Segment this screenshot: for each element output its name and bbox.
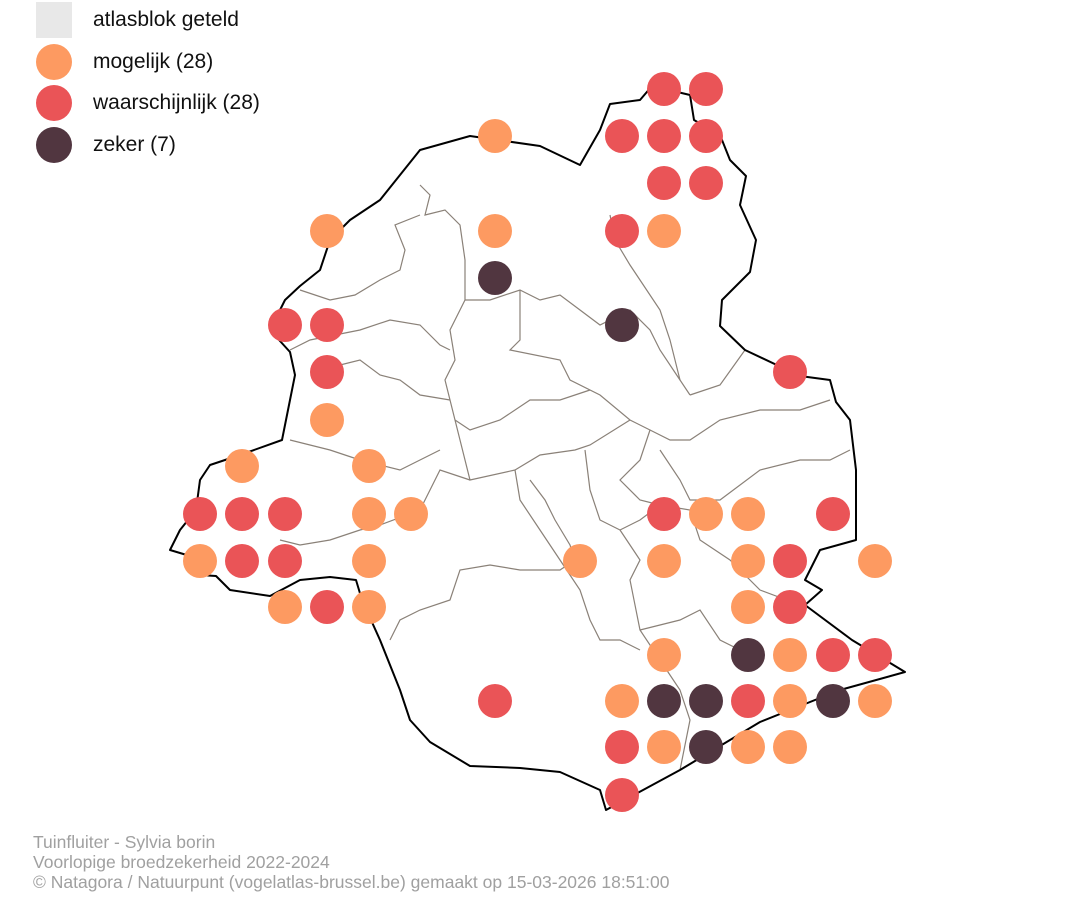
dot-mogelijk — [858, 684, 892, 718]
map-subtitle: Voorlopige broedzekerheid 2022-2024 — [33, 852, 330, 872]
brussels-region-outline — [169, 85, 906, 811]
dot-mogelijk — [478, 214, 512, 248]
dot-waarschijnlijk — [689, 166, 723, 200]
dot-waarschijnlijk — [816, 638, 850, 672]
dot-mogelijk — [731, 730, 765, 764]
dot-zeker — [689, 684, 723, 718]
dot-waarschijnlijk — [773, 544, 807, 578]
dot-waarschijnlijk — [268, 308, 302, 342]
dot-waarschijnlijk — [605, 730, 639, 764]
dot-waarschijnlijk — [731, 684, 765, 718]
dot-waarschijnlijk — [689, 119, 723, 153]
map-caption: Tuinfluiter - Sylvia borin Voorlopige br… — [33, 832, 669, 892]
dot-zeker — [731, 638, 765, 672]
dot-mogelijk — [605, 684, 639, 718]
dot-mogelijk — [268, 590, 302, 624]
dot-waarschijnlijk — [605, 119, 639, 153]
red-circle-icon — [36, 85, 72, 121]
dot-mogelijk — [773, 730, 807, 764]
dot-mogelijk — [394, 497, 428, 531]
dot-waarschijnlijk — [225, 544, 259, 578]
legend-item-waarschijnlijk: waarschijnlijk (28) — [36, 83, 260, 123]
dot-waarschijnlijk — [647, 497, 681, 531]
legend-item-zeker: zeker (7) — [36, 125, 176, 165]
credit-line: © Natagora / Natuurpunt (vogelatlas-brus… — [33, 872, 670, 892]
dot-waarschijnlijk — [268, 497, 302, 531]
dot-mogelijk — [310, 214, 344, 248]
dot-waarschijnlijk — [310, 355, 344, 389]
dot-mogelijk — [310, 403, 344, 437]
dot-mogelijk — [352, 544, 386, 578]
dots-mogelijk — [183, 119, 892, 764]
dot-mogelijk — [689, 497, 723, 531]
dot-mogelijk — [563, 544, 597, 578]
dot-mogelijk — [858, 544, 892, 578]
dot-mogelijk — [352, 497, 386, 531]
dot-zeker — [816, 684, 850, 718]
dot-mogelijk — [352, 449, 386, 483]
dark-circle-icon — [36, 127, 72, 163]
dot-mogelijk — [731, 590, 765, 624]
dot-mogelijk — [647, 638, 681, 672]
dots-waarschijnlijk — [183, 72, 892, 812]
dot-waarschijnlijk — [310, 590, 344, 624]
dot-waarschijnlijk — [225, 497, 259, 531]
dot-waarschijnlijk — [816, 497, 850, 531]
dot-mogelijk — [773, 684, 807, 718]
dot-waarschijnlijk — [183, 497, 217, 531]
dot-waarschijnlijk — [605, 214, 639, 248]
legend-label: zeker (7) — [93, 133, 176, 156]
legend-item-geteld: atlasblok geteld — [36, 0, 239, 40]
dot-waarschijnlijk — [689, 72, 723, 106]
dot-mogelijk — [478, 119, 512, 153]
dot-mogelijk — [731, 497, 765, 531]
dot-waarschijnlijk — [647, 72, 681, 106]
dot-mogelijk — [773, 638, 807, 672]
dots-zeker — [478, 261, 850, 764]
dot-zeker — [689, 730, 723, 764]
dot-waarschijnlijk — [773, 590, 807, 624]
gray-square-icon — [36, 2, 72, 38]
legend-label: waarschijnlijk (28) — [93, 91, 260, 114]
species-name: Tuinfluiter - Sylvia borin — [33, 832, 216, 852]
dot-waarschijnlijk — [310, 308, 344, 342]
legend-label: atlasblok geteld — [93, 8, 239, 31]
dot-zeker — [478, 261, 512, 295]
dot-mogelijk — [647, 730, 681, 764]
dot-waarschijnlijk — [773, 355, 807, 389]
dot-waarschijnlijk — [858, 638, 892, 672]
dot-waarschijnlijk — [647, 166, 681, 200]
dot-waarschijnlijk — [478, 684, 512, 718]
dot-mogelijk — [352, 590, 386, 624]
legend-item-mogelijk: mogelijk (28) — [36, 42, 213, 82]
atlas-block-dots — [183, 72, 892, 812]
dot-mogelijk — [647, 214, 681, 248]
dot-waarschijnlijk — [605, 778, 639, 812]
dot-mogelijk — [225, 449, 259, 483]
orange-circle-icon — [36, 44, 72, 80]
dot-mogelijk — [731, 544, 765, 578]
dot-mogelijk — [647, 544, 681, 578]
dot-waarschijnlijk — [268, 544, 302, 578]
dot-zeker — [647, 684, 681, 718]
dot-mogelijk — [183, 544, 217, 578]
dot-waarschijnlijk — [647, 119, 681, 153]
dot-zeker — [605, 308, 639, 342]
legend-label: mogelijk (28) — [93, 50, 214, 73]
